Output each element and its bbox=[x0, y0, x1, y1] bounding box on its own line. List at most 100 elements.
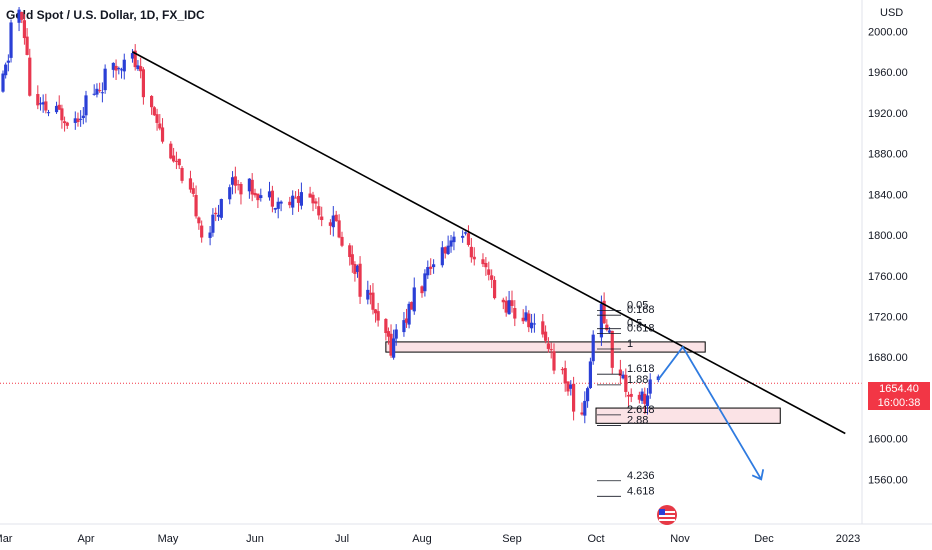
candle-body bbox=[446, 245, 450, 255]
trendline bbox=[132, 51, 846, 435]
candle-body bbox=[247, 178, 251, 192]
candle-body bbox=[368, 292, 372, 295]
candle-body bbox=[530, 322, 534, 329]
candle-body bbox=[57, 104, 61, 110]
candle-body bbox=[253, 192, 257, 196]
candle-body bbox=[501, 299, 505, 303]
candle-body bbox=[366, 289, 370, 300]
candle-body bbox=[314, 201, 318, 204]
price-zone bbox=[385, 341, 706, 353]
candle-body bbox=[583, 400, 587, 416]
candle-body bbox=[358, 263, 362, 297]
fib-level-label: 2.618 bbox=[627, 404, 655, 416]
time-tick-label: 2023 bbox=[836, 533, 860, 545]
candle-body bbox=[122, 59, 126, 72]
candle-body bbox=[191, 188, 195, 194]
fib-level-label: 0.168 bbox=[627, 304, 655, 316]
price-tick-label: 2000.00 bbox=[868, 27, 908, 39]
candle-body bbox=[25, 36, 29, 55]
candle-body bbox=[580, 412, 584, 415]
candle-body bbox=[350, 254, 354, 265]
candle-body bbox=[79, 118, 83, 120]
candle-body bbox=[371, 292, 375, 310]
candle-body bbox=[637, 394, 641, 400]
candle-body bbox=[214, 212, 218, 215]
candle-body bbox=[373, 309, 378, 314]
time-tick-label: Sep bbox=[502, 533, 522, 545]
candle-body bbox=[9, 22, 13, 58]
candle-body bbox=[236, 184, 240, 186]
candle-body bbox=[279, 201, 283, 204]
candle-body bbox=[394, 329, 398, 339]
candle-body bbox=[197, 217, 201, 224]
candle-body bbox=[546, 343, 550, 349]
time-tick-label: Jun bbox=[246, 533, 264, 545]
candle-body bbox=[507, 300, 511, 315]
candle-body bbox=[81, 115, 85, 119]
candle-body bbox=[250, 179, 254, 195]
candle-body bbox=[466, 233, 471, 245]
candle-body bbox=[158, 123, 162, 129]
candle-body bbox=[177, 158, 181, 166]
candle-body bbox=[54, 105, 59, 113]
candle-body bbox=[645, 395, 650, 407]
fib-level-label: 1.88 bbox=[627, 374, 648, 386]
zones bbox=[385, 341, 781, 424]
candle-body bbox=[136, 65, 140, 70]
candle-body bbox=[472, 256, 476, 260]
candle-body bbox=[73, 118, 77, 123]
candle-body bbox=[602, 300, 606, 324]
candle-body bbox=[510, 300, 514, 306]
candle-body bbox=[65, 122, 69, 126]
candle-body bbox=[133, 50, 137, 68]
candle-body bbox=[384, 318, 388, 334]
time-tick-label: May bbox=[158, 533, 179, 545]
candle-body bbox=[376, 311, 380, 321]
candle-body bbox=[76, 118, 80, 123]
candle-body bbox=[648, 379, 652, 394]
candle-body bbox=[353, 264, 357, 274]
price-tick-label: 1920.00 bbox=[868, 108, 908, 120]
candle-body bbox=[572, 383, 576, 412]
candle-body bbox=[160, 127, 165, 142]
price-zone bbox=[595, 407, 781, 424]
candle-body bbox=[114, 65, 118, 71]
candle-body bbox=[98, 90, 102, 92]
candle-body bbox=[92, 93, 96, 95]
time-tick-label: Dec bbox=[754, 533, 774, 545]
candle-body bbox=[1, 73, 5, 92]
candle-body bbox=[492, 279, 497, 299]
countdown-value: 16:00:38 bbox=[868, 396, 930, 410]
price-tick-label: 1880.00 bbox=[868, 149, 908, 161]
drawings bbox=[132, 51, 846, 481]
candle-body bbox=[211, 214, 215, 233]
candle-body bbox=[20, 11, 24, 20]
candle-body bbox=[541, 321, 545, 335]
candle-body bbox=[276, 201, 280, 209]
candle-body bbox=[621, 374, 625, 379]
candle-body bbox=[337, 220, 341, 238]
candle-body bbox=[407, 303, 411, 325]
price-tick-label: 1680.00 bbox=[868, 352, 908, 364]
candle-body bbox=[17, 9, 21, 23]
price-tick-label: 1760.00 bbox=[868, 271, 908, 283]
candle-body bbox=[299, 192, 303, 206]
candle-body bbox=[423, 273, 427, 292]
time-tick-label: Nov bbox=[670, 533, 690, 545]
candle-body bbox=[317, 206, 321, 216]
tradingview-flag-icon[interactable] bbox=[652, 504, 682, 526]
candle-body bbox=[605, 324, 609, 330]
candle-body bbox=[426, 267, 430, 276]
candle-body bbox=[38, 103, 43, 105]
candle-body bbox=[563, 368, 567, 384]
candle-body bbox=[233, 176, 237, 186]
time-tick-label: Apr bbox=[77, 533, 94, 545]
candle-body bbox=[527, 313, 531, 328]
candle-body bbox=[532, 323, 536, 325]
candle-body bbox=[640, 391, 644, 401]
candle-body bbox=[270, 190, 274, 207]
candle-body bbox=[4, 64, 8, 76]
candle-body bbox=[410, 302, 414, 310]
projection-arrow bbox=[657, 345, 762, 480]
